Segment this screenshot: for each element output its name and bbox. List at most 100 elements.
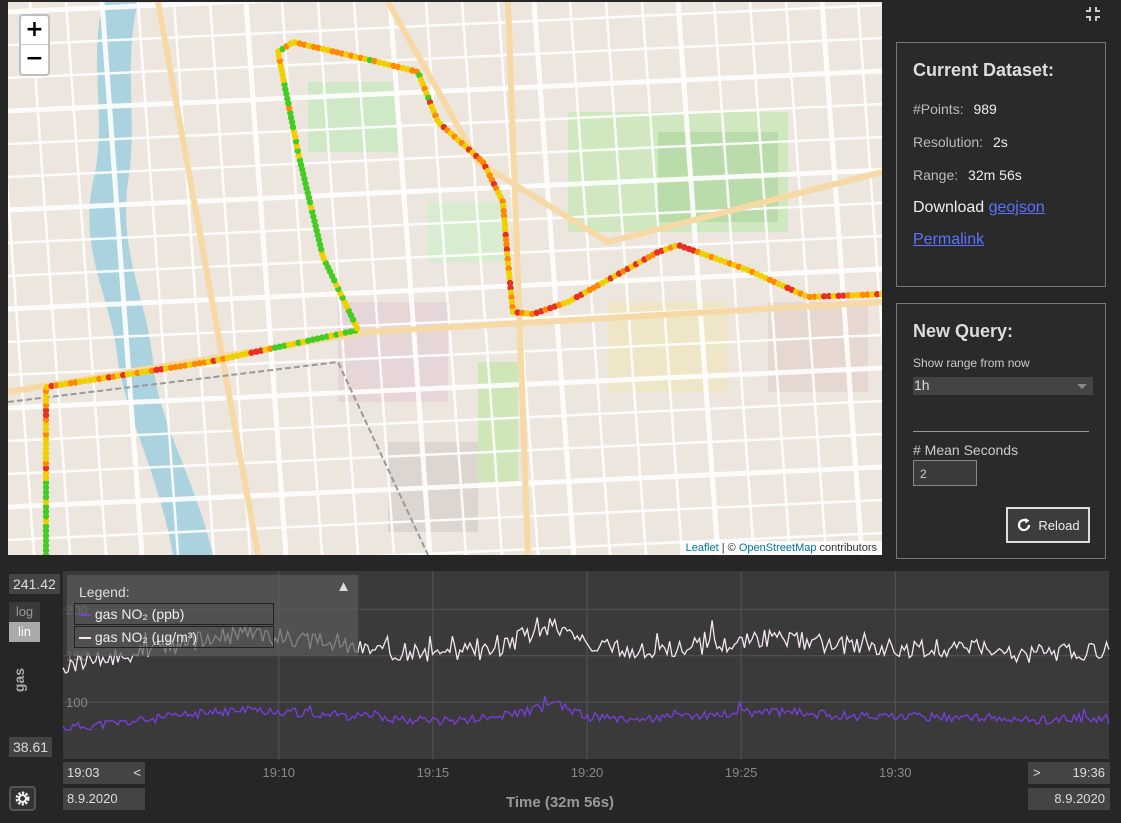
prev-button[interactable]: < [133,765,141,780]
track-point[interactable] [42,440,50,448]
track-point[interactable] [196,360,203,367]
track-point[interactable] [502,226,509,234]
track-point[interactable] [506,279,514,287]
track-point[interactable] [42,436,50,443]
track-point[interactable] [505,270,513,277]
track-point[interactable] [42,522,50,530]
track-point[interactable] [42,547,50,554]
zoom-out-button[interactable]: − [25,46,44,71]
track-point[interactable] [67,380,74,387]
track-point[interactable] [77,378,84,385]
track-point[interactable] [42,445,50,453]
track-point[interactable] [505,260,512,267]
track-point[interactable] [878,290,882,298]
track-point[interactable] [504,255,511,263]
settings-button[interactable] [9,786,36,811]
track-point[interactable] [158,366,165,373]
track-point[interactable] [811,293,818,300]
legend-item-ppb[interactable]: gas NO₂ (ppb) [74,603,274,625]
track-point[interactable] [287,109,294,117]
track-point[interactable] [524,310,531,317]
track-point[interactable] [124,371,132,378]
reload-button[interactable]: Reload [1006,507,1090,543]
track-point[interactable] [319,334,326,341]
track-point[interactable] [295,339,302,346]
track-point[interactable] [42,416,50,424]
track-point[interactable] [505,265,512,272]
track-point[interactable] [91,376,98,383]
track-point[interactable] [134,369,141,377]
track-point[interactable] [874,291,881,298]
track-point[interactable] [859,291,866,298]
map-view[interactable]: + − Leaflet | © OpenStreetMap contributo… [8,2,882,555]
track-point[interactable] [502,236,510,243]
track-point[interactable] [219,355,227,362]
track-point[interactable] [271,344,279,351]
track-point[interactable] [42,527,50,535]
map-canvas[interactable] [8,2,882,555]
track-point[interactable] [186,361,194,368]
track-point[interactable] [143,368,151,375]
track-point[interactable] [100,374,108,382]
track-point[interactable] [42,518,50,525]
track-point[interactable] [508,294,515,301]
track-point[interactable] [48,382,55,390]
collapse-icon[interactable] [1084,5,1102,23]
track-point[interactable] [42,484,50,491]
track-point[interactable] [81,377,89,385]
track-point[interactable] [501,217,508,224]
permalink-link[interactable]: Permalink [913,231,985,248]
track-point[interactable] [849,292,857,299]
track-point[interactable] [830,292,837,300]
lin-scale-button[interactable]: lin [9,622,40,642]
track-point[interactable] [43,383,51,391]
track-point[interactable] [289,123,297,131]
track-point[interactable] [62,380,70,388]
track-point[interactable] [148,367,155,374]
track-point[interactable] [153,366,160,374]
track-point[interactable] [284,95,291,102]
track-point[interactable] [42,407,50,414]
track-point[interactable] [281,81,288,88]
track-point[interactable] [508,299,516,306]
track-point[interactable] [42,469,50,477]
track-point[interactable] [167,364,174,371]
zoom-in-button[interactable]: + [21,16,48,45]
legend-item-ugm3[interactable]: gas NO₂ (µg/m³) [74,626,274,648]
track-point[interactable] [42,498,50,506]
track-point[interactable] [519,309,526,317]
track-point[interactable] [42,411,50,419]
track-point[interactable] [503,246,511,253]
track-point[interactable] [825,292,833,300]
track-point[interactable] [42,421,50,428]
geojson-link[interactable]: geojson [988,199,1045,216]
track-point[interactable] [514,309,521,316]
track-point[interactable] [42,508,50,515]
track-point[interactable] [110,373,117,380]
track-point[interactable] [177,363,184,370]
range-select[interactable]: 1h [913,377,1093,395]
y-min-value[interactable]: 38.61 [9,737,53,757]
track-point[interactable] [277,62,284,69]
track-point[interactable] [42,513,50,520]
track-point[interactable] [503,241,510,248]
track-point[interactable] [86,377,94,384]
track-point[interactable] [42,455,50,462]
track-point[interactable] [42,474,50,481]
track-point[interactable] [182,362,189,369]
track-point[interactable] [854,291,862,299]
track-point[interactable] [42,397,50,404]
track-point[interactable] [58,381,65,388]
track-point[interactable] [42,503,50,510]
mean-seconds-input[interactable]: 2 [913,460,977,486]
track-point[interactable] [42,479,50,486]
track-point[interactable] [42,489,50,496]
track-point[interactable] [806,293,813,301]
track-point[interactable] [120,371,127,379]
track-point[interactable] [42,460,50,467]
track-point[interactable] [42,426,50,433]
track-point[interactable] [347,328,354,335]
track-point[interactable] [864,291,871,298]
track-point[interactable] [42,402,50,409]
y-max-value[interactable]: 241.42 [9,574,60,594]
